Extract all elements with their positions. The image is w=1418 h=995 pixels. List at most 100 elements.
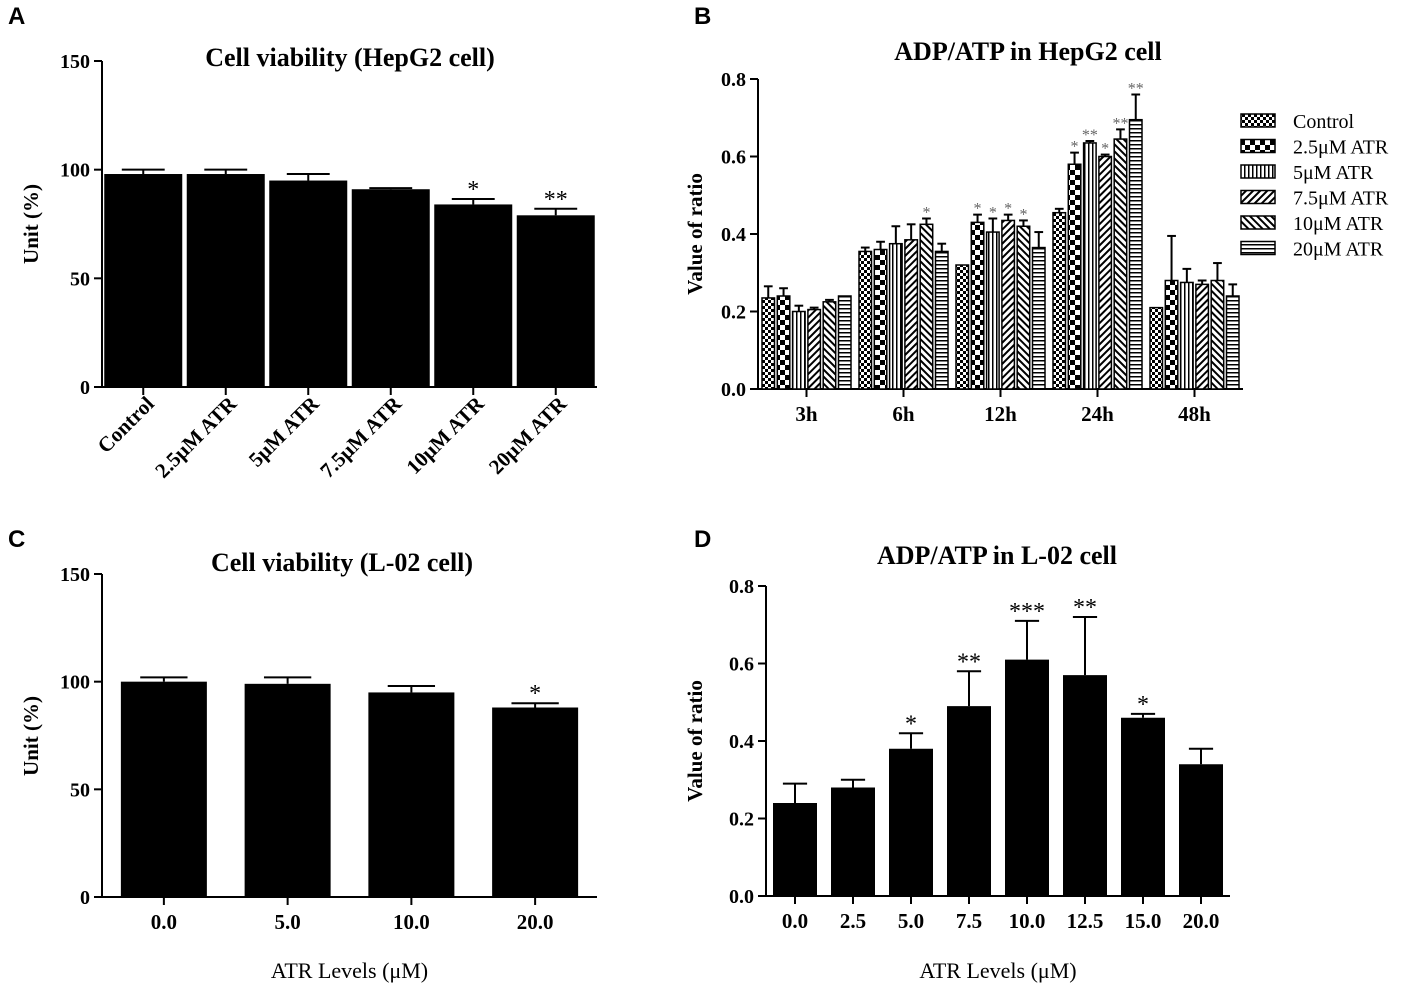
legend-swatch bbox=[1240, 215, 1276, 230]
x-tick-label: 20.0 bbox=[1183, 909, 1220, 933]
y-axis-label: Value of ratio bbox=[683, 173, 707, 295]
significance-label: * bbox=[922, 205, 930, 222]
significance-label: ** bbox=[1082, 127, 1098, 144]
bar-B-s5-c3 bbox=[1128, 118, 1143, 390]
y-tick-label: 0.2 bbox=[721, 302, 746, 324]
bar-B-s3-c1 bbox=[904, 239, 919, 390]
x-tick-label: 10.0 bbox=[393, 910, 430, 934]
x-tick-label: 7.5 bbox=[956, 909, 982, 933]
significance-label: *** bbox=[1009, 599, 1045, 625]
bar-C-0 bbox=[120, 681, 207, 897]
x-axis-label: ATR Levels (μM) bbox=[919, 958, 1076, 983]
x-tick-label: 5.0 bbox=[275, 910, 301, 934]
x-tick-label: 3h bbox=[795, 402, 818, 426]
significance-label: * bbox=[1071, 139, 1079, 156]
bar-D-7 bbox=[1179, 764, 1223, 896]
bar-B-s2-c2 bbox=[985, 231, 1000, 390]
bar-B-s1-c4 bbox=[1164, 279, 1179, 390]
bar-B-s0-c3 bbox=[1052, 211, 1067, 390]
legend-swatch bbox=[1240, 240, 1276, 256]
y-tick-label: 0.2 bbox=[729, 809, 754, 831]
bar-D-1 bbox=[831, 787, 875, 896]
significance-label: * bbox=[905, 711, 917, 737]
bar-B-s2-c0 bbox=[791, 310, 806, 390]
y-tick-label: 100 bbox=[60, 160, 90, 182]
y-tick-label: 0 bbox=[80, 377, 90, 399]
legend-swatch bbox=[1240, 164, 1276, 179]
y-axis-label: Unit (%) bbox=[19, 696, 43, 776]
x-tick-label: 20μM ATR bbox=[484, 391, 572, 479]
y-tick-label: 50 bbox=[70, 779, 90, 801]
x-tick-label: Control bbox=[93, 391, 159, 457]
x-tick-label: 5μM ATR bbox=[244, 391, 325, 472]
y-tick-label: 0 bbox=[80, 887, 90, 909]
bar-B-s3-c0 bbox=[807, 308, 822, 390]
bar-C-2 bbox=[368, 692, 455, 897]
x-tick-label: 2.5μM ATR bbox=[150, 391, 242, 483]
panel-label-a: A bbox=[8, 3, 25, 30]
legend-entry: 10μM ATR bbox=[1293, 213, 1384, 235]
x-tick-label: 6h bbox=[892, 402, 915, 426]
legend-entry: Control bbox=[1293, 111, 1355, 133]
chart-title: Cell viability (L-02 cell) bbox=[211, 548, 473, 577]
y-tick-label: 0.6 bbox=[729, 654, 754, 676]
y-axis-label: Value of ratio bbox=[683, 680, 707, 802]
chart-title: ADP/ATP in HepG2 cell bbox=[894, 37, 1161, 66]
bar-B-s0-c1 bbox=[858, 250, 873, 390]
bar-B-s2-c1 bbox=[888, 242, 903, 390]
significance-label: ** bbox=[1112, 115, 1128, 132]
bar-B-s5-c0 bbox=[837, 295, 852, 390]
significance-label: * bbox=[1101, 141, 1109, 158]
x-tick-label: 20.0 bbox=[517, 910, 554, 934]
significance-label: * bbox=[529, 681, 541, 707]
panel-label-b: B bbox=[694, 3, 711, 30]
y-tick-label: 100 bbox=[60, 672, 90, 694]
y-tick-label: 150 bbox=[60, 51, 90, 73]
legend-entry: 20μM ATR bbox=[1293, 239, 1384, 261]
y-tick-label: 0.0 bbox=[721, 379, 746, 401]
x-tick-label: 0.0 bbox=[151, 910, 177, 934]
bar-B-s5-c2 bbox=[1031, 246, 1046, 390]
significance-label: * bbox=[989, 205, 997, 222]
bar-A-5 bbox=[516, 215, 595, 387]
bar-A-1 bbox=[186, 174, 265, 387]
bar-A-3 bbox=[351, 189, 430, 387]
x-tick-label: 10μM ATR bbox=[401, 391, 489, 479]
y-tick-label: 0.4 bbox=[721, 224, 746, 246]
bar-B-s0-c2 bbox=[955, 264, 970, 390]
significance-label: * bbox=[1137, 692, 1149, 718]
bar-B-s0-c0 bbox=[761, 297, 776, 390]
y-tick-label: 150 bbox=[60, 564, 90, 586]
bar-B-s2-c3 bbox=[1082, 142, 1097, 390]
bar-D-3 bbox=[947, 706, 991, 896]
y-tick-label: 0.0 bbox=[729, 886, 754, 908]
bar-D-2 bbox=[889, 748, 933, 896]
bar-B-s1-c1 bbox=[873, 248, 888, 390]
x-tick-label: 48h bbox=[1178, 402, 1211, 426]
bar-B-s5-c1 bbox=[934, 250, 949, 390]
y-tick-label: 0.8 bbox=[721, 69, 746, 91]
legend: Control 2.5μM ATR 5μM ATR 7.5μM ATR 10μM ATR… bbox=[1240, 111, 1389, 261]
panel-label-c: C bbox=[8, 526, 25, 553]
bar-B-s4-c0 bbox=[822, 301, 837, 390]
chart-title: Cell viability (HepG2 cell) bbox=[205, 43, 495, 72]
bar-A-0 bbox=[104, 174, 183, 387]
bar-B-s5-c4 bbox=[1225, 295, 1240, 390]
bar-B-s4-c1 bbox=[919, 223, 934, 390]
y-tick-label: 50 bbox=[70, 268, 90, 290]
legend-swatch bbox=[1240, 113, 1276, 128]
x-tick-label: 0.0 bbox=[782, 909, 808, 933]
bar-D-6 bbox=[1121, 717, 1165, 896]
significance-label: ** bbox=[1073, 595, 1097, 621]
legend-entry: 5μM ATR bbox=[1293, 162, 1374, 184]
x-tick-label: 7.5μM ATR bbox=[315, 391, 407, 483]
bar-D-0 bbox=[773, 803, 817, 896]
y-tick-label: 0.6 bbox=[721, 147, 746, 169]
bar-B-s3-c3 bbox=[1098, 155, 1113, 390]
chart-title: ADP/ATP in L-02 cell bbox=[877, 541, 1117, 570]
bar-A-2 bbox=[269, 180, 348, 387]
panel-label-d: D bbox=[694, 526, 711, 553]
significance-label: * bbox=[1004, 201, 1012, 218]
significance-label: ** bbox=[957, 649, 981, 675]
significance-label: * bbox=[467, 177, 479, 203]
